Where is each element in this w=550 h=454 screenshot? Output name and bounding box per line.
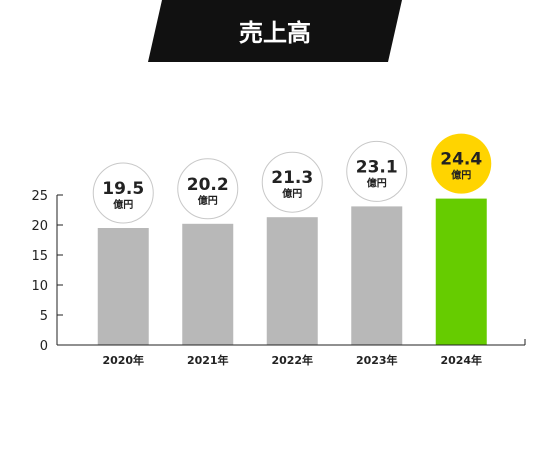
value-label: 19.5 [102, 179, 144, 199]
bar-2022年 [266, 217, 318, 345]
value-unit-label: 億円 [113, 198, 133, 211]
y-tick-label: 0 [40, 339, 48, 354]
bar-2020年 [97, 228, 149, 345]
value-unit-label: 億円 [451, 169, 471, 182]
value-label-circle [346, 140, 408, 202]
x-tick-label: 2023年 [356, 353, 398, 367]
x-tick-label: 2022年 [271, 353, 313, 367]
value-label-circle [261, 151, 323, 213]
x-tick-label: 2024年 [440, 353, 482, 367]
bar-2021年 [182, 223, 234, 345]
y-axis: 0 5 10 15 20 25 [31, 189, 63, 354]
x-tick-label: 2021年 [187, 353, 229, 367]
chart-title: 売上高 [239, 19, 311, 47]
value-label-circle [177, 158, 239, 220]
value-unit-label: 億円 [282, 187, 302, 200]
value-unit-label: 億円 [367, 176, 387, 189]
value-label: 24.4 [440, 150, 482, 170]
bar-2024年 [435, 198, 487, 345]
x-tick-label: 2020年 [102, 353, 144, 367]
value-label: 21.3 [271, 168, 313, 188]
value-label: 20.2 [187, 175, 229, 195]
x-axis: 2020年 2021年 2022年 2023年 2024年 [57, 339, 526, 367]
y-tick-label: 15 [31, 249, 48, 264]
bars [97, 198, 487, 345]
value-label-circle [431, 133, 492, 194]
y-tick-label: 20 [31, 219, 48, 234]
title-banner [148, 0, 402, 62]
value-label: 23.1 [356, 157, 398, 177]
y-tick-label: 25 [31, 189, 48, 204]
y-tick-label: 10 [31, 279, 48, 294]
y-tick-label: 5 [40, 309, 48, 324]
value-label-circle [92, 162, 154, 224]
value-unit-label: 億円 [198, 194, 218, 207]
bar-2023年 [351, 206, 403, 345]
